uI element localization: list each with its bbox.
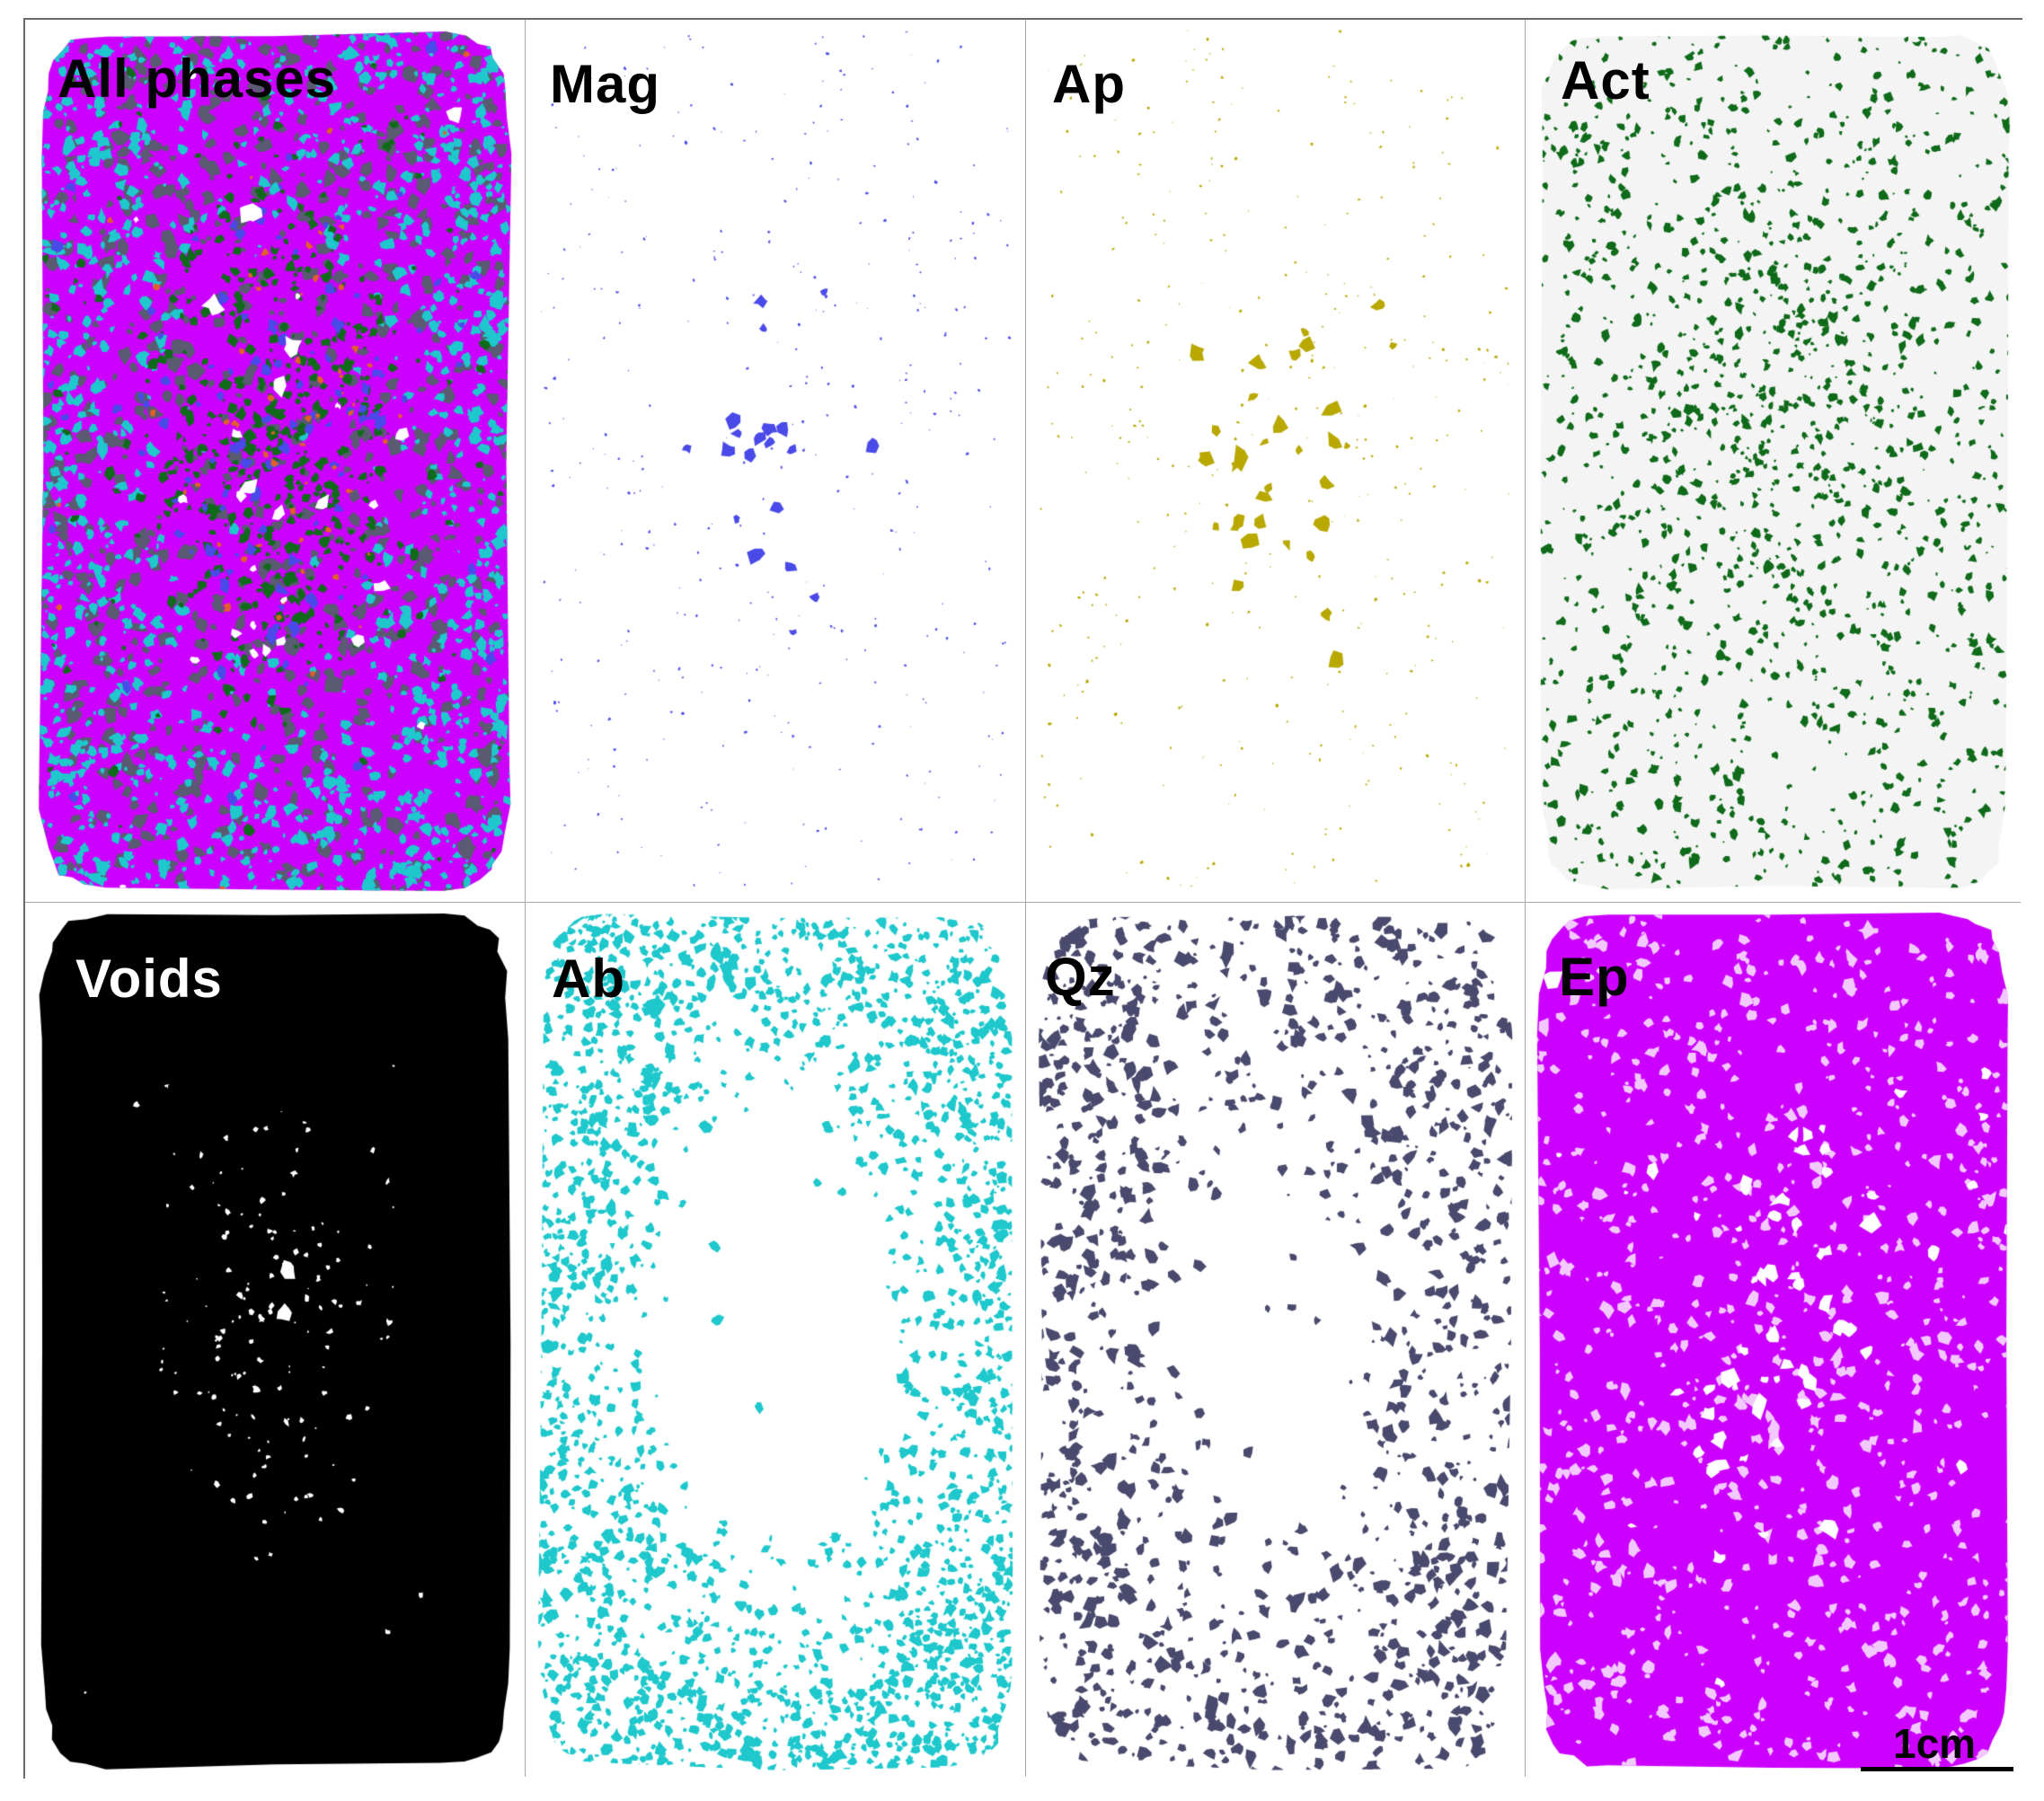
panel-label-ap: Ap bbox=[1052, 54, 1126, 114]
panel-qz: Qz bbox=[1025, 902, 1525, 1780]
panel-label-ab: Ab bbox=[552, 949, 625, 1009]
panel-label-all-phases: All phases bbox=[58, 49, 337, 109]
panel-ab: Ab bbox=[525, 902, 1025, 1780]
grid-divider bbox=[1525, 20, 1526, 1777]
actinolite-map bbox=[1525, 20, 2024, 902]
grid-divider bbox=[25, 902, 2021, 903]
panel-ap: Ap bbox=[1025, 20, 1525, 902]
panel-label-ep: Ep bbox=[1559, 947, 1630, 1007]
all-phases-map bbox=[25, 20, 525, 902]
magnetite-map bbox=[525, 20, 1025, 902]
panel-all-phases: All phases bbox=[25, 20, 525, 902]
apatite-map bbox=[1025, 20, 1525, 902]
quartz-map bbox=[1025, 902, 1525, 1780]
panel-mag: Mag bbox=[525, 20, 1025, 902]
scale-bar: 1cm bbox=[1861, 1717, 2015, 1771]
epidote-map bbox=[1525, 902, 2024, 1780]
panel-label-qz: Qz bbox=[1045, 947, 1116, 1007]
grid-divider bbox=[1025, 20, 1026, 1777]
panel-voids: Voids bbox=[25, 902, 525, 1780]
phase-map-figure: All phases Mag Ap Act Voids Ab Qz Ep 1cm bbox=[23, 18, 2024, 1780]
panel-label-voids: Voids bbox=[75, 949, 223, 1009]
panel-ep: Ep bbox=[1525, 902, 2024, 1780]
panel-label-act: Act bbox=[1561, 50, 1650, 110]
panel-act: Act bbox=[1525, 20, 2024, 902]
grid-divider bbox=[525, 20, 526, 1777]
voids-map bbox=[25, 902, 525, 1780]
scale-bar-line bbox=[1861, 1767, 2013, 1771]
panel-label-mag: Mag bbox=[550, 54, 660, 114]
albite-map bbox=[525, 902, 1025, 1780]
scale-bar-label: 1cm bbox=[1893, 1720, 1977, 1767]
